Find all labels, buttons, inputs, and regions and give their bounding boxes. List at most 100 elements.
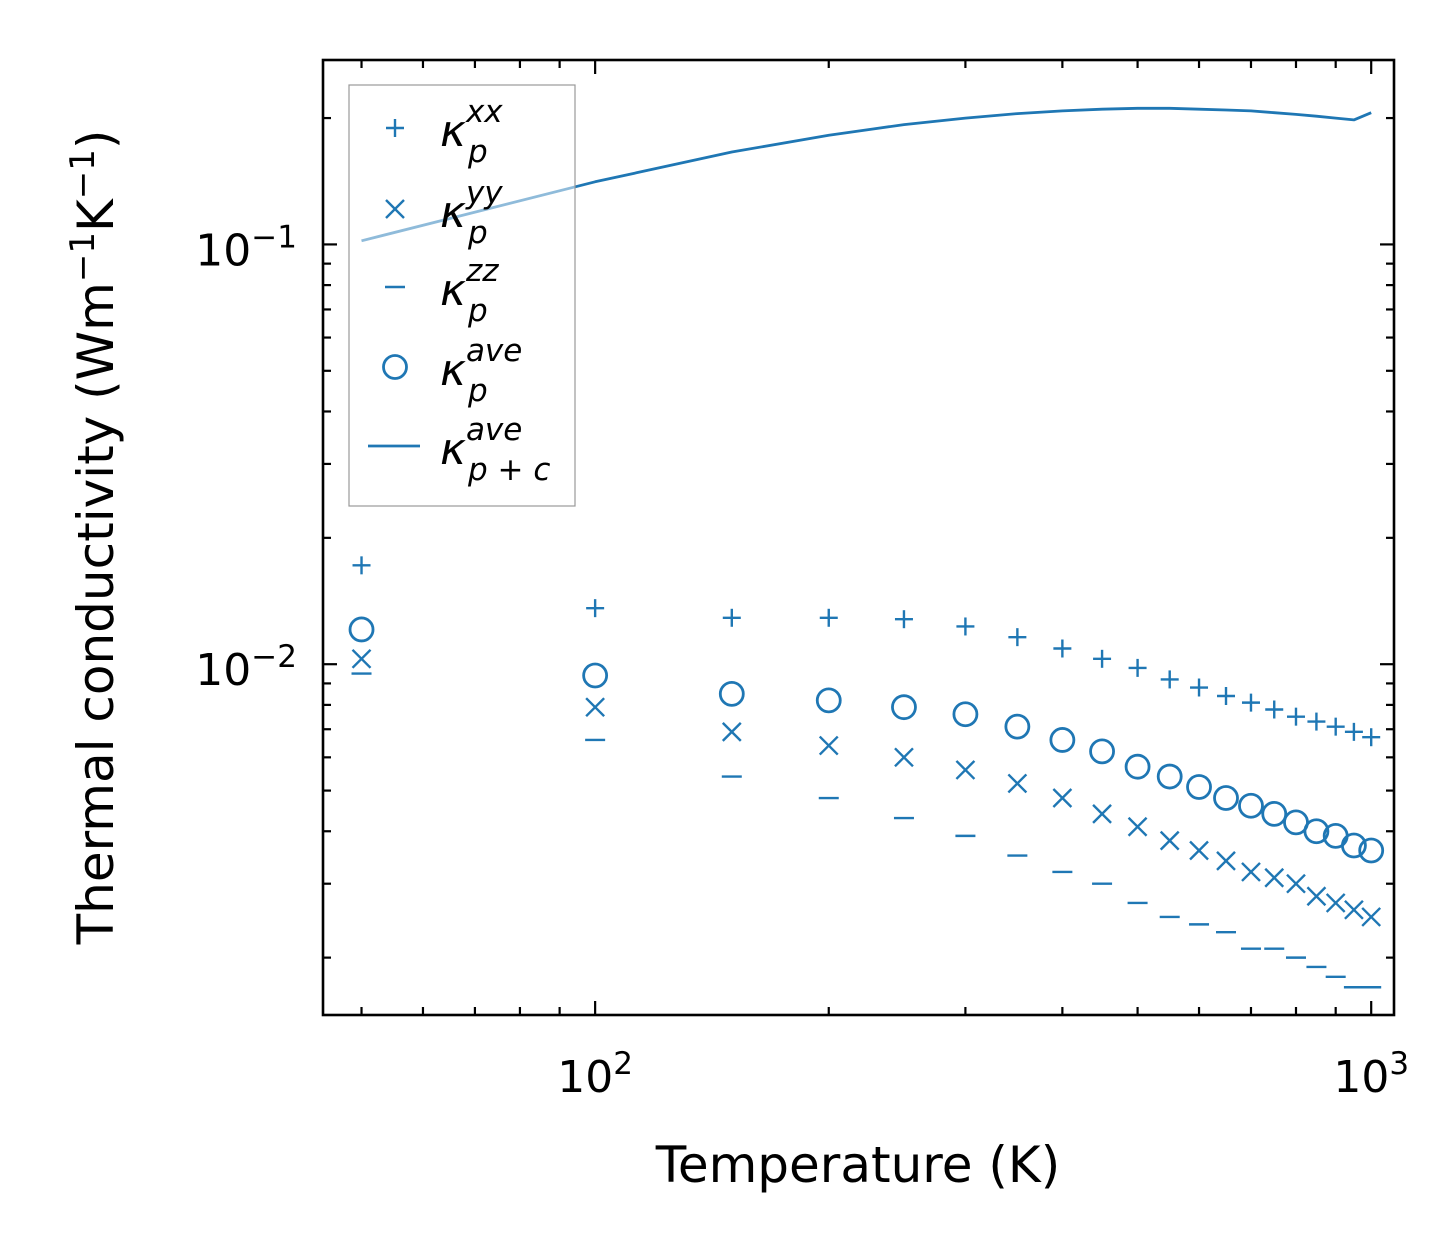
legend-label-sub: p: [467, 293, 488, 329]
circle-outline: [1261, 800, 1288, 827]
data-point: [1189, 840, 1209, 861]
data-point: [1004, 713, 1031, 740]
data-point: [585, 697, 605, 718]
tick-marks: [323, 60, 1394, 1015]
legend-marker: [382, 354, 408, 380]
circle-outline: [1124, 753, 1151, 780]
circle-outline: [348, 616, 375, 643]
data-point: [352, 556, 371, 575]
x-stroke: [385, 199, 405, 219]
legend-entry: κave p: [382, 333, 522, 409]
x-stroke: [1286, 873, 1306, 894]
legend-marker: [385, 199, 405, 219]
data-point: [718, 680, 745, 707]
x-stroke: [1007, 773, 1028, 794]
circle-outline: [718, 680, 745, 707]
data-point: [1008, 628, 1027, 647]
data-point: [1124, 753, 1151, 780]
circle-outline: [1004, 713, 1031, 740]
x-stroke: [351, 648, 372, 669]
data-point: [1159, 830, 1180, 851]
legend-label-main: κ: [440, 424, 466, 475]
data-point: [1092, 804, 1112, 824]
y-tick-label: 10−2: [195, 639, 297, 696]
data-point: [1186, 774, 1212, 800]
legend-entry: κxx p: [386, 94, 503, 170]
data-point: [1306, 886, 1327, 907]
series-hline: [351, 672, 1382, 989]
legend-label-main: κ: [440, 345, 466, 396]
circle-outline: [1213, 785, 1239, 811]
data-point: [1341, 832, 1367, 859]
data-point: [1160, 670, 1179, 689]
x-stroke: [1325, 893, 1346, 913]
x-stroke: [585, 697, 605, 718]
series-circle: [348, 616, 1385, 864]
y-axis-label-sup2: −1: [63, 149, 103, 199]
data-point: [891, 694, 917, 721]
data-point: [1361, 907, 1382, 927]
circle-outline: [1358, 837, 1385, 864]
data-point: [1303, 818, 1330, 845]
data-point: [1344, 722, 1363, 741]
circle-outline: [1186, 774, 1212, 800]
x-stroke: [1216, 851, 1236, 871]
data-point: [819, 608, 838, 627]
data-point: [894, 610, 913, 629]
legend-entry: κave p + c: [368, 412, 550, 488]
y-tick-label: 10−1: [195, 219, 297, 276]
legend-label-sup: xx: [465, 94, 503, 130]
data-point: [894, 747, 914, 768]
legend-label-sub: p: [467, 373, 488, 409]
data-point: [1089, 738, 1115, 765]
data-point: [1358, 837, 1385, 864]
data-point: [1264, 867, 1285, 888]
series-layer: [348, 106, 1385, 989]
legend-entry: κyy p: [385, 175, 503, 251]
x-stroke: [894, 747, 914, 768]
x-stroke: [1264, 867, 1285, 888]
data-point: [1216, 851, 1236, 871]
legend-label: κxx p: [440, 94, 503, 170]
y-tick-label-base: 10: [195, 645, 251, 696]
data-point: [1052, 788, 1073, 808]
circle-outline: [1341, 832, 1367, 859]
legend-label: κave p: [440, 333, 522, 409]
circle-outline: [1238, 792, 1264, 819]
x-tick-label-exp: 2: [613, 1046, 633, 1082]
legend-label-sub: p: [467, 215, 488, 251]
legend-label-main: κ: [440, 106, 466, 157]
legend-label-main: κ: [440, 187, 466, 238]
data-point: [952, 701, 979, 728]
circle-outline: [582, 662, 609, 689]
data-point: [1344, 899, 1364, 920]
circle-outline: [1303, 818, 1330, 845]
y-tick-label-base: 10: [195, 225, 251, 276]
legend-label-main: κ: [440, 265, 466, 316]
series-x: [351, 648, 1382, 927]
data-point: [1007, 773, 1028, 794]
x-stroke: [1241, 862, 1261, 882]
x-stroke: [1189, 840, 1209, 861]
circle-outline: [382, 354, 408, 380]
data-point: [1241, 862, 1261, 882]
x-axis-label: Temperature (K): [655, 1136, 1060, 1194]
data-point: [1238, 792, 1264, 819]
legend-label-sup: zz: [465, 253, 499, 289]
x-stroke: [1092, 804, 1112, 824]
legend-label-sub: p: [467, 134, 488, 170]
data-point: [1307, 712, 1326, 731]
data-point: [1261, 800, 1288, 827]
data-point: [818, 735, 839, 756]
data-point: [1217, 686, 1236, 705]
legend-label: κyy p: [440, 175, 503, 251]
data-point: [1213, 785, 1239, 811]
x-stroke: [1306, 886, 1327, 907]
x-stroke: [1052, 788, 1073, 808]
legend-marker: [386, 119, 404, 137]
y-tick-label-exp: −1: [251, 219, 297, 255]
data-point: [1325, 893, 1346, 913]
data-point: [721, 722, 742, 742]
circle-outline: [952, 701, 979, 728]
